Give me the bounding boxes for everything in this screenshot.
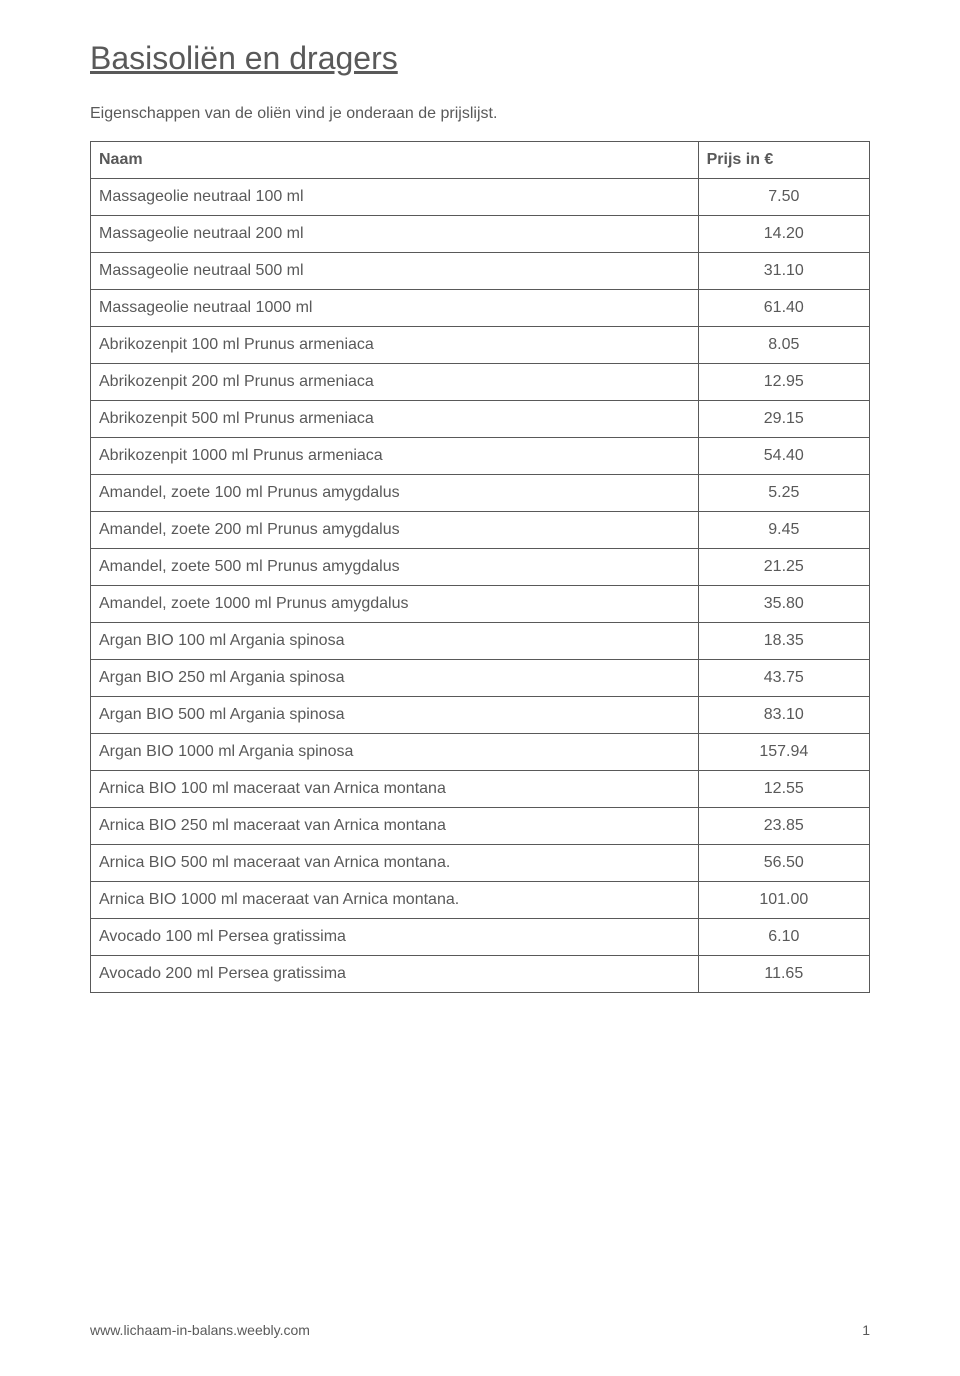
product-name-cell: Massageolie neutraal 500 ml <box>91 253 699 290</box>
table-row: Amandel, zoete 1000 ml Prunus amygdalus3… <box>91 586 870 623</box>
product-name-cell: Arnica BIO 500 ml maceraat van Arnica mo… <box>91 845 699 882</box>
product-price-cell: 56.50 <box>698 845 869 882</box>
product-price-cell: 43.75 <box>698 660 869 697</box>
product-price-cell: 14.20 <box>698 216 869 253</box>
table-row: Massageolie neutraal 100 ml7.50 <box>91 179 870 216</box>
table-header-row: Naam Prijs in € <box>91 142 870 179</box>
footer-url: www.lichaam-in-balans.weebly.com <box>90 1322 310 1338</box>
product-price-cell: 18.35 <box>698 623 869 660</box>
product-price-cell: 23.85 <box>698 808 869 845</box>
table-row: Abrikozenpit 1000 ml Prunus armeniaca54.… <box>91 438 870 475</box>
product-price-cell: 29.15 <box>698 401 869 438</box>
product-price-cell: 157.94 <box>698 734 869 771</box>
product-name-cell: Argan BIO 500 ml Argania spinosa <box>91 697 699 734</box>
product-price-cell: 12.55 <box>698 771 869 808</box>
product-name-cell: Massageolie neutraal 1000 ml <box>91 290 699 327</box>
product-name-cell: Arnica BIO 100 ml maceraat van Arnica mo… <box>91 771 699 808</box>
product-name-cell: Amandel, zoete 1000 ml Prunus amygdalus <box>91 586 699 623</box>
table-row: Abrikozenpit 100 ml Prunus armeniaca8.05 <box>91 327 870 364</box>
product-price-cell: 12.95 <box>698 364 869 401</box>
col-header-price: Prijs in € <box>698 142 869 179</box>
product-name-cell: Amandel, zoete 200 ml Prunus amygdalus <box>91 512 699 549</box>
product-name-cell: Argan BIO 250 ml Argania spinosa <box>91 660 699 697</box>
product-price-cell: 31.10 <box>698 253 869 290</box>
product-name-cell: Argan BIO 100 ml Argania spinosa <box>91 623 699 660</box>
table-row: Argan BIO 100 ml Argania spinosa18.35 <box>91 623 870 660</box>
product-price-cell: 21.25 <box>698 549 869 586</box>
product-name-cell: Amandel, zoete 100 ml Prunus amygdalus <box>91 475 699 512</box>
product-price-cell: 6.10 <box>698 919 869 956</box>
product-name-cell: Abrikozenpit 1000 ml Prunus armeniaca <box>91 438 699 475</box>
product-name-cell: Avocado 100 ml Persea gratissima <box>91 919 699 956</box>
table-row: Massageolie neutraal 200 ml14.20 <box>91 216 870 253</box>
product-name-cell: Abrikozenpit 200 ml Prunus armeniaca <box>91 364 699 401</box>
product-name-cell: Massageolie neutraal 100 ml <box>91 179 699 216</box>
col-header-name: Naam <box>91 142 699 179</box>
table-row: Arnica BIO 100 ml maceraat van Arnica mo… <box>91 771 870 808</box>
product-price-cell: 54.40 <box>698 438 869 475</box>
product-price-cell: 8.05 <box>698 327 869 364</box>
product-price-cell: 83.10 <box>698 697 869 734</box>
table-row: Abrikozenpit 500 ml Prunus armeniaca29.1… <box>91 401 870 438</box>
page: Basisoliën en dragers Eigenschappen van … <box>0 0 960 1376</box>
table-row: Avocado 100 ml Persea gratissima6.10 <box>91 919 870 956</box>
table-row: Massageolie neutraal 500 ml31.10 <box>91 253 870 290</box>
table-row: Argan BIO 250 ml Argania spinosa43.75 <box>91 660 870 697</box>
product-name-cell: Arnica BIO 1000 ml maceraat van Arnica m… <box>91 882 699 919</box>
subtitle: Eigenschappen van de oliën vind je onder… <box>90 105 870 123</box>
product-price-cell: 35.80 <box>698 586 869 623</box>
product-name-cell: Massageolie neutraal 200 ml <box>91 216 699 253</box>
footer-page-number: 1 <box>862 1322 870 1338</box>
product-name-cell: Avocado 200 ml Persea gratissima <box>91 956 699 993</box>
page-title: Basisoliën en dragers <box>90 40 870 77</box>
table-row: Amandel, zoete 500 ml Prunus amygdalus21… <box>91 549 870 586</box>
table-row: Argan BIO 1000 ml Argania spinosa157.94 <box>91 734 870 771</box>
product-price-cell: 7.50 <box>698 179 869 216</box>
footer: www.lichaam-in-balans.weebly.com 1 <box>90 1322 870 1338</box>
product-name-cell: Abrikozenpit 500 ml Prunus armeniaca <box>91 401 699 438</box>
product-name-cell: Arnica BIO 250 ml maceraat van Arnica mo… <box>91 808 699 845</box>
price-table: Naam Prijs in € Massageolie neutraal 100… <box>90 141 870 993</box>
product-price-cell: 9.45 <box>698 512 869 549</box>
product-price-cell: 101.00 <box>698 882 869 919</box>
product-price-cell: 61.40 <box>698 290 869 327</box>
table-row: Amandel, zoete 100 ml Prunus amygdalus5.… <box>91 475 870 512</box>
product-name-cell: Amandel, zoete 500 ml Prunus amygdalus <box>91 549 699 586</box>
table-row: Massageolie neutraal 1000 ml61.40 <box>91 290 870 327</box>
table-row: Argan BIO 500 ml Argania spinosa83.10 <box>91 697 870 734</box>
table-row: Abrikozenpit 200 ml Prunus armeniaca12.9… <box>91 364 870 401</box>
product-price-cell: 5.25 <box>698 475 869 512</box>
table-row: Avocado 200 ml Persea gratissima11.65 <box>91 956 870 993</box>
table-row: Arnica BIO 500 ml maceraat van Arnica mo… <box>91 845 870 882</box>
product-name-cell: Abrikozenpit 100 ml Prunus armeniaca <box>91 327 699 364</box>
product-name-cell: Argan BIO 1000 ml Argania spinosa <box>91 734 699 771</box>
table-row: Arnica BIO 1000 ml maceraat van Arnica m… <box>91 882 870 919</box>
table-row: Arnica BIO 250 ml maceraat van Arnica mo… <box>91 808 870 845</box>
product-price-cell: 11.65 <box>698 956 869 993</box>
table-row: Amandel, zoete 200 ml Prunus amygdalus9.… <box>91 512 870 549</box>
